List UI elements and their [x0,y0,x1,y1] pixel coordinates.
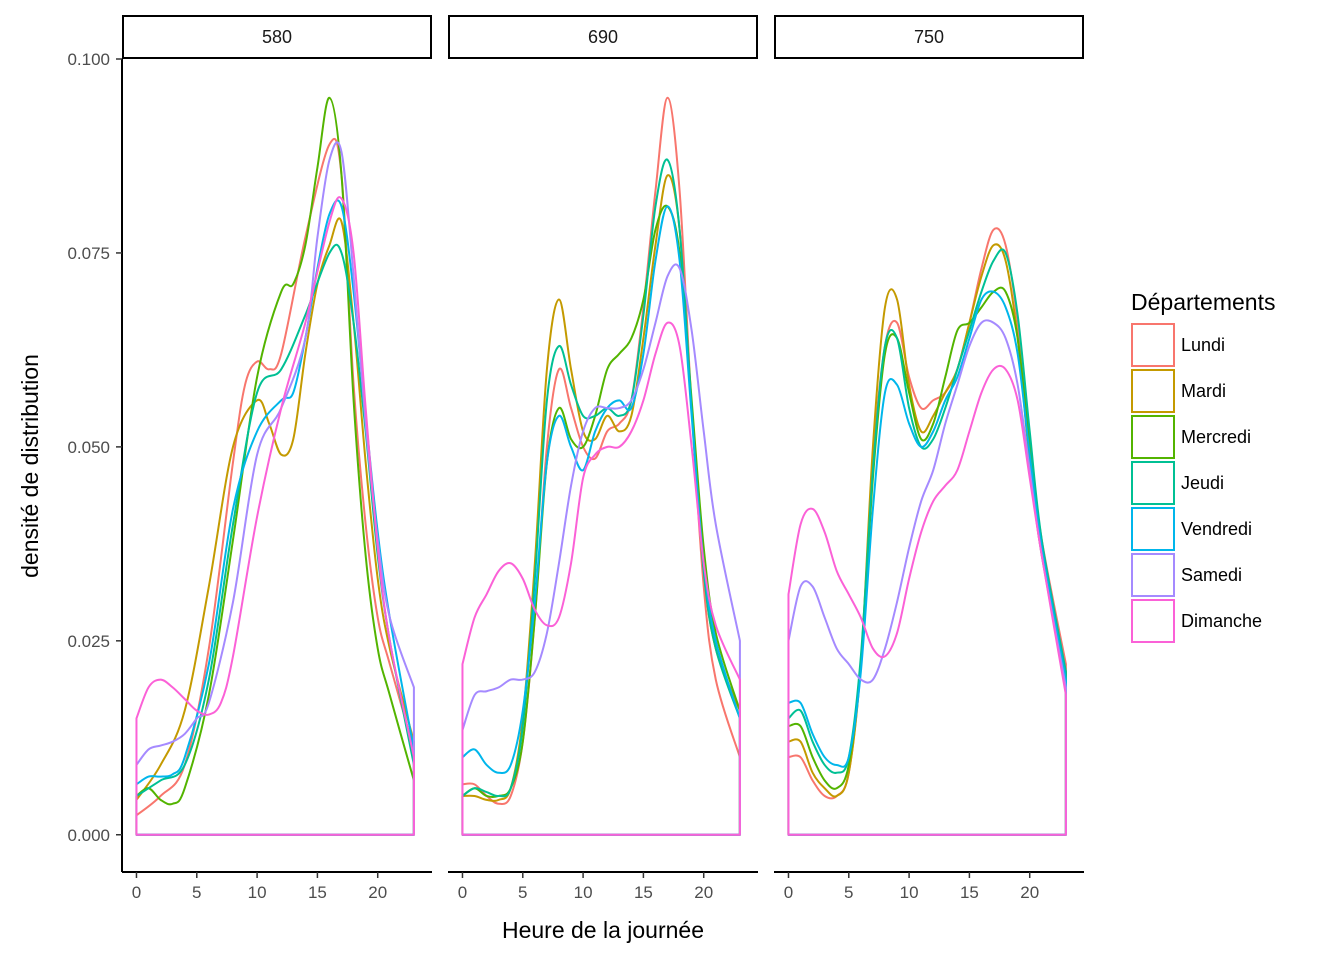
y-axis: 0.000 0.025 0.050 0.075 0.100 [67,50,123,872]
facet-strip [448,15,758,59]
legend-key [1131,507,1175,551]
facet-strip-label: 580 [262,27,292,47]
legend-item-lundi: Lundi [1131,323,1225,367]
x-tick-label: 5 [192,883,201,902]
legend-key [1131,323,1175,367]
x-tick-label: 20 [368,883,387,902]
legend-key [1131,415,1175,459]
y-tick-label: 0.075 [67,244,110,263]
panel-580: 580 0 5 10 15 20 [122,15,432,902]
density-line-dimanche [461,321,741,836]
density-series-group [461,96,741,836]
legend-item-dimanche: Dimanche [1131,599,1262,643]
density-line-jeudi [787,248,1067,836]
x-tick-label: 15 [960,883,979,902]
legend-label: Samedi [1181,565,1242,585]
density-line-lundi [135,138,415,836]
x-tick-label: 5 [844,883,853,902]
facet-strip-label: 690 [588,27,618,47]
panel-690: 690 0 5 10 15 20 [448,15,758,902]
legend-label: Mercredi [1181,427,1251,447]
density-line-lundi [787,227,1067,836]
legend-label: Lundi [1181,335,1225,355]
x-tick-label: 0 [458,883,467,902]
legend-label: Mardi [1181,381,1226,401]
legend-key [1131,599,1175,643]
x-tick-label: 20 [694,883,713,902]
density-line-dimanche [135,196,415,836]
x-tick-label: 10 [574,883,593,902]
density-line-samedi [135,141,415,836]
legend-item-jeudi: Jeudi [1131,461,1224,505]
x-tick-label: 0 [132,883,141,902]
density-line-mercredi [135,96,415,836]
legend-item-mercredi: Mercredi [1131,415,1251,459]
facet-strip-label: 750 [914,27,944,47]
y-axis-title: densité de distribution [17,354,43,578]
facet-panels: 580 0 5 10 15 20 690 0 5 10 15 20 750 0 5 10 15 20 [122,15,1084,902]
legend-label: Dimanche [1181,611,1262,631]
density-line-lundi [461,96,741,836]
legend-item-vendredi: Vendredi [1131,507,1252,551]
legend-title: Départements [1131,289,1275,315]
y-tick-label: 0.025 [67,632,110,651]
x-axis-title: Heure de la journée [502,917,704,943]
y-tick-label: 0.050 [67,438,110,457]
density-line-mardi [135,217,415,836]
density-line-mercredi [787,286,1067,836]
facet-strip [122,15,432,59]
legend-key [1131,369,1175,413]
density-line-samedi [787,319,1067,836]
facet-strip [774,15,1084,59]
x-tick-label: 10 [900,883,919,902]
density-series-group [135,96,415,836]
legend-item-samedi: Samedi [1131,553,1242,597]
legend-label: Jeudi [1181,473,1224,493]
density-line-samedi [461,263,741,836]
legend-label: Vendredi [1181,519,1252,539]
density-line-dimanche [787,364,1067,836]
x-tick-label: 15 [634,883,653,902]
legend-key [1131,461,1175,505]
density-series-group [787,227,1067,836]
x-tick-label: 0 [784,883,793,902]
legend-key [1131,553,1175,597]
legend-item-mardi: Mardi [1131,369,1226,413]
density-line-mardi [787,243,1067,836]
x-tick-label: 15 [308,883,327,902]
y-tick-label: 0.100 [67,50,110,69]
y-tick-label: 0.000 [67,826,110,845]
density-line-vendredi [461,205,741,836]
density-line-vendredi [787,290,1067,836]
x-tick-label: 10 [248,883,267,902]
x-tick-label: 5 [518,883,527,902]
panel-750: 750 0 5 10 15 20 [774,15,1084,902]
legend: Départements Lundi Mardi Mercredi Jeudi Vend… [1131,289,1275,643]
x-tick-label: 20 [1020,883,1039,902]
